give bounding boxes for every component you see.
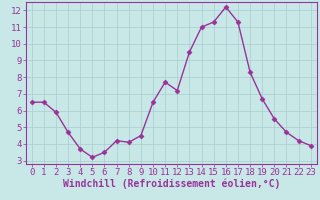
- X-axis label: Windchill (Refroidissement éolien,°C): Windchill (Refroidissement éolien,°C): [62, 179, 280, 189]
